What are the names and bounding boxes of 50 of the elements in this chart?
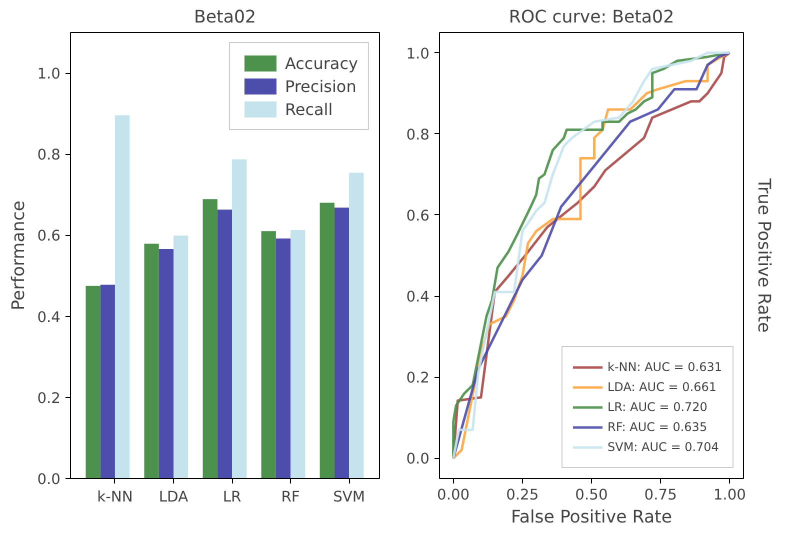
bar xyxy=(217,210,232,478)
legend-label: RF: AUC = 0.635 xyxy=(608,420,708,434)
y-tick-label: 0.0 xyxy=(406,450,430,468)
x-tick-label: k-NN xyxy=(97,488,133,506)
x-tick-label: LR xyxy=(222,488,242,506)
bar xyxy=(114,115,130,478)
y2-axis-title: True Positive Rate xyxy=(754,177,774,333)
y-tick-label: 0.8 xyxy=(406,126,430,144)
legend-label: LDA: AUC = 0.661 xyxy=(608,380,716,394)
y-tick-label: 1.0 xyxy=(406,45,430,62)
y-tick-label: 0.2 xyxy=(37,390,61,407)
bar xyxy=(100,284,115,478)
legend-label: Accuracy xyxy=(284,54,358,72)
y-tick-label: 0.6 xyxy=(406,207,430,224)
x-tick-label: 0.00 xyxy=(437,486,470,504)
y-tick-label: 0.6 xyxy=(37,228,61,245)
y-tick-label: 0.0 xyxy=(37,471,61,488)
bar xyxy=(174,236,188,478)
y-tick-label: 0.4 xyxy=(37,308,61,326)
y-axis-title: Performance xyxy=(9,200,30,310)
y-tick-label: 0.8 xyxy=(37,146,61,164)
bar xyxy=(158,249,174,478)
legend-label: Recall xyxy=(284,100,333,118)
x-tick-label: 0.75 xyxy=(644,486,677,504)
y-tick-label: 1.0 xyxy=(37,66,61,83)
chart-title: ROC curve: Beta02 xyxy=(508,8,674,28)
bar xyxy=(290,230,306,478)
x-axis-title: False Positive Rate xyxy=(510,508,672,528)
bar xyxy=(334,208,350,478)
bar xyxy=(349,172,364,478)
bar xyxy=(202,199,218,478)
x-tick-label: 1.00 xyxy=(713,486,746,504)
legend-label: Precision xyxy=(284,76,356,96)
bar xyxy=(261,231,276,478)
x-tick-label: 0.25 xyxy=(506,486,539,504)
x-tick-label: 0.50 xyxy=(575,486,608,504)
y-tick-label: 0.2 xyxy=(406,370,430,387)
bar xyxy=(232,159,247,478)
x-tick-label: SVM xyxy=(333,488,366,506)
bar xyxy=(86,286,100,478)
y-tick-label: 0.4 xyxy=(406,288,430,306)
x-tick-label: LDA xyxy=(158,488,188,506)
x-tick-label: RF xyxy=(281,488,300,506)
bar xyxy=(320,202,334,478)
chart-title: Beta02 xyxy=(194,8,256,28)
bar xyxy=(144,244,159,478)
bar xyxy=(276,238,291,478)
legend-label: k-NN: AUC = 0.631 xyxy=(608,360,722,374)
legend-label: SVM: AUC = 0.704 xyxy=(608,440,719,454)
legend-label: LR: AUC = 0.720 xyxy=(608,400,708,414)
